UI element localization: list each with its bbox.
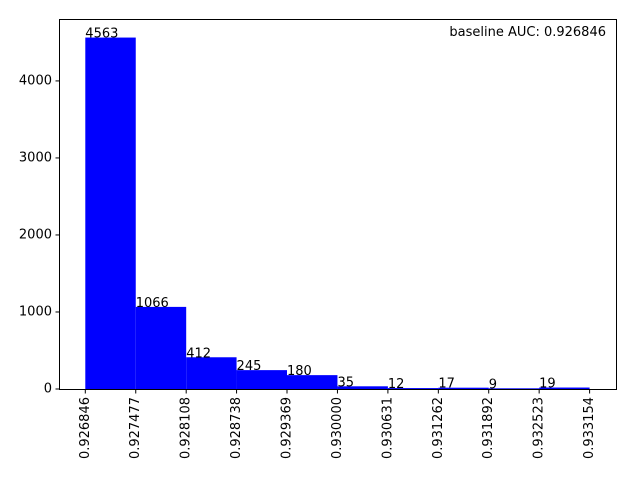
x-tick-label-3: 0.928108	[179, 397, 194, 459]
x-tick-label-5: 0.929369	[280, 397, 295, 459]
bar-2	[135, 306, 187, 389]
bar-value-label-1: 4563	[85, 27, 118, 42]
data-labels-group: 4563 1066 412 245 180 35 12 17 9 19	[85, 27, 555, 393]
bar-4	[236, 370, 288, 389]
bar-10	[539, 387, 590, 389]
bar-1	[85, 37, 136, 389]
baseline-auc-annotation: baseline AUC: 0.926846	[449, 25, 606, 40]
x-tick-label-6: 0.930000	[330, 397, 345, 459]
y-tick-label-1: 0	[44, 382, 52, 397]
x-tick-label-4: 0.928738	[229, 397, 244, 459]
bar-value-label-7: 12	[388, 377, 405, 392]
bar-value-label-4: 245	[237, 359, 262, 374]
x-tick-label-1: 0.926846	[78, 397, 93, 459]
bar-value-label-6: 35	[337, 375, 354, 390]
bar-value-label-8: 17	[438, 377, 455, 392]
x-axis: 0.926846 0.927477 0.928108 0.928738 0.929369…	[78, 389, 597, 459]
bar-9	[488, 388, 540, 389]
bar-8	[438, 387, 489, 389]
bar-value-label-10: 19	[539, 377, 556, 392]
plot-frame	[59, 19, 617, 390]
x-tick-label-2: 0.927477	[128, 397, 143, 459]
bar-5	[287, 375, 338, 389]
bars-group	[85, 37, 590, 389]
x-tick-label-9: 0.931892	[481, 397, 496, 459]
x-tick-label-10: 0.932523	[532, 397, 547, 459]
bar-3	[186, 357, 237, 389]
bar-7	[387, 388, 439, 389]
x-tick-label-8: 0.931262	[431, 397, 446, 459]
x-tick-label-7: 0.930631	[380, 397, 395, 459]
y-tick-label-3: 2000	[19, 227, 52, 242]
y-tick-label-5: 4000	[19, 73, 52, 88]
x-tick-label-11: 0.933154	[582, 397, 597, 459]
bar-value-label-9: 9	[489, 377, 497, 392]
y-tick-label-2: 1000	[19, 304, 52, 319]
bar-6	[337, 386, 388, 389]
bar-value-label-2: 1066	[136, 296, 169, 311]
y-tick-label-4: 3000	[19, 150, 52, 165]
bar-value-label-5: 180	[287, 364, 312, 379]
bar-value-label-3: 412	[186, 346, 211, 361]
y-axis: 0 1000 2000 3000 4000	[19, 73, 60, 397]
